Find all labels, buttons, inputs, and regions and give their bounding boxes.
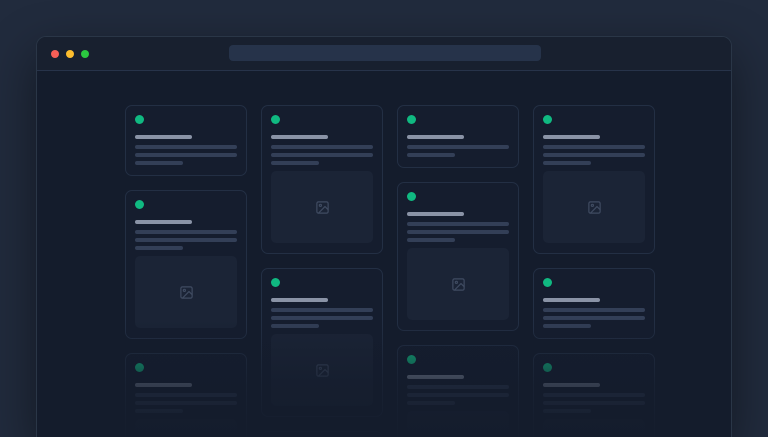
skeleton-text-line xyxy=(135,409,183,413)
skeleton-text-line xyxy=(407,385,509,389)
image-placeholder-icon xyxy=(315,200,330,215)
card-thumbnail[interactable] xyxy=(543,171,645,243)
masonry-column-1 xyxy=(125,105,247,437)
status-dot-icon xyxy=(135,363,144,372)
skeleton-title-line xyxy=(543,135,601,139)
address-bar[interactable] xyxy=(229,45,541,61)
skeleton-title-line xyxy=(407,135,465,139)
skeleton-text-line xyxy=(543,409,591,413)
status-dot-icon xyxy=(543,115,552,124)
skeleton-text-line xyxy=(271,161,319,165)
skeleton-card[interactable] xyxy=(533,268,655,339)
card-thumbnail[interactable] xyxy=(407,411,509,437)
image-placeholder-icon xyxy=(451,277,466,292)
skeleton-text-line xyxy=(407,393,509,397)
card-grid xyxy=(125,105,655,437)
skeleton-card[interactable] xyxy=(261,268,383,417)
skeleton-text-line xyxy=(135,238,237,242)
masonry-column-4 xyxy=(533,105,655,437)
status-dot-icon xyxy=(543,278,552,287)
card-thumbnail[interactable] xyxy=(271,171,373,243)
skeleton-text-line xyxy=(135,161,183,165)
skeleton-card[interactable] xyxy=(397,182,519,331)
status-dot-icon xyxy=(543,363,552,372)
minimize-button[interactable] xyxy=(66,49,74,58)
skeleton-text-line xyxy=(135,401,237,405)
skeleton-text-line xyxy=(135,145,237,149)
browser-window xyxy=(36,36,732,437)
skeleton-title-line xyxy=(407,375,465,379)
skeleton-text-line xyxy=(271,153,373,157)
status-dot-icon xyxy=(407,115,416,124)
skeleton-title-line xyxy=(135,135,193,139)
skeleton-text-line xyxy=(271,145,373,149)
skeleton-text-line xyxy=(407,145,509,149)
card-thumbnail[interactable] xyxy=(543,419,645,437)
skeleton-text-line xyxy=(543,401,645,405)
skeleton-card[interactable] xyxy=(533,105,655,254)
status-dot-icon xyxy=(407,355,416,364)
skeleton-text-line xyxy=(543,153,645,157)
skeleton-text-line xyxy=(271,316,373,320)
skeleton-card[interactable] xyxy=(125,353,247,437)
skeleton-title-line xyxy=(271,298,329,302)
skeleton-title-line xyxy=(407,212,465,216)
status-dot-icon xyxy=(135,115,144,124)
card-thumbnail[interactable] xyxy=(135,419,237,437)
skeleton-text-line xyxy=(543,393,645,397)
skeleton-text-line xyxy=(135,153,237,157)
masonry-column-3 xyxy=(397,105,519,437)
skeleton-title-line xyxy=(271,135,329,139)
skeleton-text-line xyxy=(135,230,237,234)
skeleton-card[interactable] xyxy=(125,190,247,339)
skeleton-title-line xyxy=(135,383,193,387)
skeleton-card[interactable] xyxy=(125,105,247,176)
skeleton-text-line xyxy=(407,222,509,226)
card-thumbnail[interactable] xyxy=(135,256,237,328)
skeleton-text-line xyxy=(543,324,591,328)
skeleton-text-line xyxy=(543,161,591,165)
skeleton-text-line xyxy=(543,316,645,320)
skeleton-card[interactable] xyxy=(397,345,519,437)
skeleton-text-line xyxy=(407,153,455,157)
skeleton-text-line xyxy=(271,324,319,328)
card-thumbnail[interactable] xyxy=(407,248,509,320)
maximize-button[interactable] xyxy=(81,49,89,58)
skeleton-text-line xyxy=(271,308,373,312)
skeleton-card[interactable] xyxy=(261,105,383,254)
window-controls xyxy=(51,49,89,58)
image-placeholder-icon xyxy=(179,285,194,300)
close-button[interactable] xyxy=(51,49,59,58)
image-placeholder-icon xyxy=(587,200,602,215)
skeleton-card[interactable] xyxy=(533,353,655,437)
page-viewport xyxy=(37,71,731,437)
status-dot-icon xyxy=(407,192,416,201)
skeleton-text-line xyxy=(407,238,455,242)
skeleton-text-line xyxy=(135,246,183,250)
status-dot-icon xyxy=(271,115,280,124)
skeleton-title-line xyxy=(543,383,601,387)
skeleton-text-line xyxy=(543,308,645,312)
skeleton-card[interactable] xyxy=(397,105,519,168)
masonry-column-2 xyxy=(261,105,383,437)
skeleton-text-line xyxy=(135,393,237,397)
image-placeholder-icon xyxy=(315,363,330,378)
skeleton-text-line xyxy=(407,230,509,234)
skeleton-text-line xyxy=(407,401,455,405)
browser-titlebar xyxy=(37,37,731,71)
skeleton-title-line xyxy=(135,220,193,224)
status-dot-icon xyxy=(271,278,280,287)
skeleton-text-line xyxy=(543,145,645,149)
status-dot-icon xyxy=(135,200,144,209)
skeleton-title-line xyxy=(543,298,601,302)
card-thumbnail[interactable] xyxy=(271,334,373,406)
